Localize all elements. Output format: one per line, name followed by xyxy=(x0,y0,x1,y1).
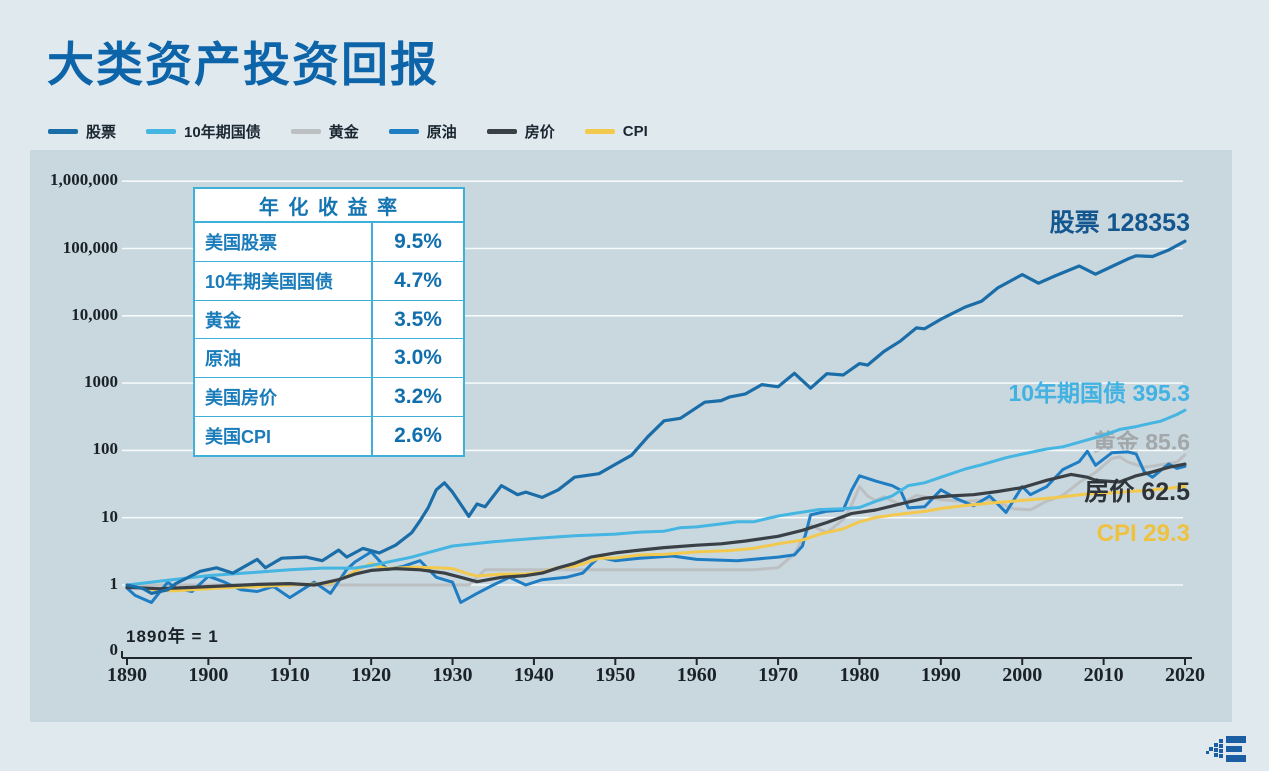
row-value: 3.2% xyxy=(394,385,442,409)
series-end-label-CPI: CPI 29.3 xyxy=(1096,520,1190,548)
x-axis-label: 1900 xyxy=(188,664,229,686)
row-label: 美国房价 xyxy=(195,378,373,417)
table-row: 美国CPI 2.6% xyxy=(195,417,463,455)
legend-swatch-icon xyxy=(486,129,517,134)
row-value: 9.5% xyxy=(394,229,442,253)
legend-item: CPI xyxy=(584,123,648,140)
x-axis-label: 2000 xyxy=(1002,664,1043,686)
x-axis-label: 1920 xyxy=(351,664,392,686)
y-axis-label: 100 xyxy=(92,439,119,459)
y-axis-label: 0 xyxy=(109,640,119,659)
series-line-CPI xyxy=(125,484,1187,593)
table-row: 10年期美国国债 4.7% xyxy=(195,261,463,301)
series-end-label-10年期国债: 10年期国债 395.3 xyxy=(1008,379,1190,406)
returns-table-rows: 美国股票 9.5% 10年期美国国债 4.7% 黄金 3.5% 原油 3.0% 美国房价 3.2%… xyxy=(195,223,463,455)
y-axis-label: 1,000,000 xyxy=(50,170,118,190)
legend-swatch-icon xyxy=(584,129,615,134)
x-axis-label: 2010 xyxy=(1083,664,1124,686)
y-axis-label: 1 xyxy=(109,574,119,593)
y-axis-label: 100,000 xyxy=(62,237,118,257)
returns-table-header: 年 化 收 益 率 xyxy=(195,189,463,223)
x-axis-label: 2020 xyxy=(1165,664,1205,686)
row-label: 美国CPI xyxy=(195,417,373,455)
legend: 股票 10年期国债 黄金 原油 房价 CPI xyxy=(48,121,648,142)
legend-swatch-icon xyxy=(146,129,177,134)
row-label: 黄金 xyxy=(195,300,373,339)
legend-label: 原油 xyxy=(426,124,457,141)
legend-item: 房价 xyxy=(486,121,555,142)
legend-item: 股票 xyxy=(48,121,116,142)
series-line-10年期国债 xyxy=(125,408,1187,587)
row-value: 2.6% xyxy=(394,424,442,448)
table-row: 原油 3.0% xyxy=(195,339,463,379)
page-title: 大类资产投资回报 xyxy=(47,38,439,91)
legend-swatch-icon xyxy=(48,129,78,134)
legend-label: CPI xyxy=(622,123,648,140)
x-axis-label: 1940 xyxy=(513,664,554,686)
legend-label: 股票 xyxy=(86,124,117,141)
row-value: 3.5% xyxy=(394,307,442,331)
x-axis-label: 1960 xyxy=(676,664,717,686)
x-axis-label: 1910 xyxy=(269,664,310,686)
legend-label: 10年期国债 xyxy=(184,124,261,141)
x-axis-label: 1990 xyxy=(920,664,961,686)
x-axis-label: 1930 xyxy=(432,664,473,686)
row-value: 3.0% xyxy=(394,346,442,370)
row-label: 原油 xyxy=(195,339,373,378)
legend-label: 黄金 xyxy=(328,124,359,141)
legend-item: 原油 xyxy=(388,121,457,142)
y-axis-label: 10,000 xyxy=(71,304,118,324)
x-axis-label: 1980 xyxy=(839,664,880,686)
legend-label: 房价 xyxy=(524,124,555,141)
table-row: 黄金 3.5% xyxy=(195,300,463,340)
series-end-label-股票: 股票 128353 xyxy=(1049,208,1190,237)
y-axis-label: 10 xyxy=(101,506,118,526)
table-row: 美国房价 3.2% xyxy=(195,378,463,418)
legend-swatch-icon xyxy=(388,129,419,134)
series-line-股票 xyxy=(125,239,1187,595)
y-axis-label: 1000 xyxy=(84,372,118,392)
row-label: 美国股票 xyxy=(195,223,373,261)
series-line-原油 xyxy=(125,449,1187,604)
returns-table: 年 化 收 益 率 美国股票 9.5% 10年期美国国债 4.7% 黄金 3.5% 原油 3.… xyxy=(193,187,465,457)
x-axis-label: 1950 xyxy=(595,664,636,686)
row-value: 4.7% xyxy=(394,268,442,292)
table-row: 美国股票 9.5% xyxy=(195,223,463,262)
series-end-label-房价: 房价 62.5 xyxy=(1084,477,1190,506)
series-line-黄金 xyxy=(125,453,1187,587)
legend-swatch-icon xyxy=(290,129,321,134)
row-label: 10年期美国国债 xyxy=(195,261,373,300)
base-note: 1890年 = 1 xyxy=(126,627,219,646)
series-line-房价 xyxy=(125,462,1187,591)
x-axis-label: 1970 xyxy=(758,664,799,686)
legend-item: 黄金 xyxy=(290,121,359,142)
x-axis-label: 1890 xyxy=(107,664,147,686)
legend-item: 10年期国债 xyxy=(146,121,261,142)
pixel-arrow-e-logo-icon xyxy=(1206,736,1246,762)
